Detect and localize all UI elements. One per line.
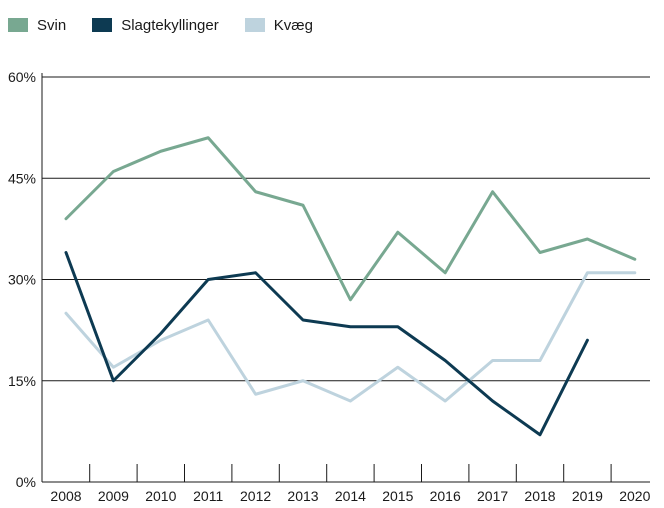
legend-label: Kvæg — [273, 16, 313, 34]
x-tick-label: 2017 — [477, 488, 508, 504]
legend-item: Svin — [8, 18, 66, 33]
x-tick-label: 2013 — [287, 488, 318, 504]
y-tick-label: 30% — [8, 272, 36, 288]
x-tick-label: 2019 — [572, 488, 603, 504]
chart-legend: Svin Slagtekyllinger Kvæg — [8, 14, 339, 36]
gridlines — [42, 76, 650, 382]
series-line-slagtekyllinger — [64, 251, 589, 437]
y-tick-label: 0% — [16, 474, 36, 490]
x-tick-label: 2014 — [335, 488, 366, 504]
x-axis: 2008 2009 2010 2011 2012 2013 2014 2015 2016 2017… — [41, 73, 651, 504]
x-tick-label: 2008 — [50, 488, 81, 504]
series-lines — [64, 136, 637, 437]
x-tick-label: 2010 — [145, 488, 176, 504]
x-tick-label: 2018 — [524, 488, 555, 504]
legend-swatch — [244, 18, 265, 32]
y-tick-label: 45% — [8, 170, 36, 186]
legend-label: Svin — [37, 16, 67, 34]
x-tick-label: 2011 — [193, 488, 223, 504]
legend-item: Kvæg — [244, 16, 313, 34]
legend-item: Slagtekyllinger — [92, 18, 219, 33]
y-axis: 0% 15% 30% 45% 60% — [8, 69, 36, 490]
legend-label: Slagtekyllinger — [121, 16, 219, 34]
x-tick-label: 2012 — [240, 488, 271, 504]
legend-swatch — [8, 18, 28, 32]
x-tick-label: 2015 — [382, 488, 413, 504]
y-tick-label: 15% — [8, 373, 36, 389]
legend-swatch — [92, 18, 113, 32]
y-tick-label: 60% — [8, 69, 36, 85]
series-line-svin — [64, 136, 637, 302]
x-tick-label: 2020 — [619, 488, 650, 504]
x-tick-label: 2009 — [98, 488, 129, 504]
series-line-kv-g — [64, 271, 637, 403]
x-tick-label: 2016 — [430, 488, 461, 504]
